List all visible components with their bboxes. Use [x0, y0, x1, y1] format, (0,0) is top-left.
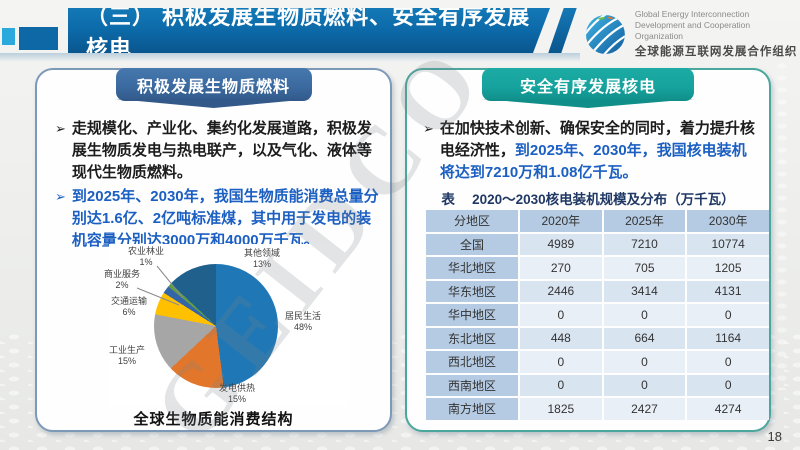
table-cell: 3414 — [603, 280, 686, 302]
table-cell: 0 — [603, 374, 686, 396]
table-cell: 0 — [687, 374, 769, 396]
table-row-header: 南方地区 — [426, 398, 518, 420]
bullet-arrow-icon: ➢ — [55, 189, 66, 204]
logo-text-en-2: Development and Cooperation Organization — [634, 20, 751, 41]
table-cell: 4989 — [520, 233, 602, 255]
table-cell: 2427 — [603, 398, 686, 420]
table-cell: 4131 — [687, 280, 769, 302]
pie-label: 发电供热 15% — [218, 383, 256, 404]
table-row: 华北地区 270 705 1205 — [426, 257, 769, 279]
nuclear-bullet-1: ➢ 在加快技术创新、确保安全的同时，着力提升核电经济性，到2025年、2030年… — [423, 118, 761, 184]
pie-label: 其他领域 13% — [243, 248, 281, 269]
banner-shadow — [0, 53, 580, 62]
organization-logo: Global Energy Interconnection Developmen… — [584, 9, 800, 59]
table-cell: 664 — [603, 327, 686, 349]
table-row-header: 华东地区 — [426, 280, 518, 302]
table-row: 华中地区 0 0 0 — [426, 304, 769, 326]
globe-logo-icon — [585, 14, 625, 54]
table-cell: 10774 — [687, 233, 769, 255]
banner-chevron — [115, 99, 312, 108]
pie-leader-lines — [136, 265, 184, 306]
table-cell: 0 — [687, 304, 769, 326]
biomass-bullet-2: ➢ 到2025年、2030年，我国生物质能消费总量分别达1.6亿、2亿吨标准煤，… — [55, 186, 381, 252]
table-column-header: 2020年 — [520, 210, 602, 232]
nuclear-panel-header: 安全有序发展核电 — [482, 68, 694, 108]
nuclear-capacity-table: 分地区 2020年 2025年 2030年 全国 4989 7210 10774 华北地区 27… — [424, 208, 771, 422]
nuclear-panel: 安全有序发展核电 ➢ 在加快技术创新、确保安全的同时，着力提升核电经济性，到20… — [405, 68, 771, 432]
logo-text-en-1: Global Energy Interconnection — [634, 9, 750, 19]
table-cell: 0 — [520, 374, 602, 396]
table-row: 西南地区 0 0 0 — [426, 374, 769, 396]
pie-label: 工业生产 15% — [108, 345, 146, 366]
table-cell: 0 — [687, 351, 769, 373]
table-row: 南方地区 1825 2427 4274 — [426, 398, 769, 420]
pie-label: 居民生活 48% — [284, 311, 322, 332]
logo-text-cn: 全球能源互联网发展合作组织 — [634, 46, 798, 58]
nuclear-bullet-black-part: 在加快技术创新、确保安全的同时，着力提升核电经济性， — [439, 120, 755, 159]
pie-chart-graphic — [154, 264, 278, 388]
table-row-header: 华北地区 — [426, 257, 518, 279]
table-cell: 7210 — [603, 233, 686, 255]
table-cell: 2446 — [520, 280, 602, 302]
pie-chart: 居民生活 48% 发电供热 15% 工业生产 15% 交通运输 6% 商业服务 2% 农业林业 1% 其… — [104, 244, 349, 406]
pie-label: 农业林业 1% — [127, 246, 165, 267]
table-header-row: 分地区 2020年 2025年 2030年 — [426, 210, 769, 232]
nuclear-bullet-blue-part: 到2025年、2030年，我国核电装机将达到7210万和1.08亿千瓦。 — [439, 142, 747, 181]
logo-text: Global Energy Interconnection Developmen… — [635, 9, 800, 59]
table-column-header: 分地区 — [426, 210, 518, 232]
table-cell: 705 — [603, 257, 686, 279]
table-cell: 4274 — [687, 398, 769, 420]
biomass-panel: 积极发展生物质燃料 ➢ 走规模化、产业化、集约化发展道路，积极发展生物质发电与热… — [35, 68, 392, 432]
background-pattern-side — [770, 60, 800, 390]
table-cell: 1205 — [687, 257, 769, 279]
table-row: 东北地区 448 664 1164 — [426, 327, 769, 349]
pie-chart-caption: 全球生物质能消费结构 — [133, 411, 294, 428]
table-column-header: 2030年 — [687, 210, 769, 232]
pie-label: 商业服务 2% — [103, 269, 141, 290]
table-row: 西北地区 0 0 0 — [426, 351, 769, 373]
banner-chevron — [482, 99, 694, 108]
accent-square-dark — [19, 27, 58, 50]
table-row-header: 东北地区 — [426, 327, 518, 349]
table-column-header: 2025年 — [603, 210, 686, 232]
accent-square-light — [2, 28, 15, 45]
biomass-bullet-2-text: 到2025年、2030年，我国生物质能消费总量分别达1.6亿、2亿吨标准煤，其中… — [71, 188, 379, 249]
table-cell: 0 — [603, 304, 686, 326]
pie-label: 交通运输 6% — [110, 296, 148, 317]
biomass-bullet-1: ➢ 走规模化、产业化、集约化发展道路，积极发展生物质发电与热电联产，以及气化、液… — [55, 118, 381, 184]
bullet-arrow-icon: ➢ — [55, 121, 66, 136]
table-row: 全国 4989 7210 10774 — [426, 233, 769, 255]
table-cell: 0 — [520, 304, 602, 326]
biomass-panel-header: 积极发展生物质燃料 — [115, 68, 312, 108]
table-row-header: 西北地区 — [426, 351, 518, 373]
biomass-bullet-1-text: 走规模化、产业化、集约化发展道路，积极发展生物质发电与热电联产，以及气化、液体等… — [71, 120, 372, 181]
title-banner: （三） 积极发展生物质燃料、安全有序发展核电 — [68, 8, 550, 53]
banner-slash-decoration — [548, 8, 577, 53]
table-cell: 0 — [520, 351, 602, 373]
nuclear-table-caption: 表 2020～2030核电装机规模及分布（万千瓦） — [441, 192, 735, 207]
nuclear-panel-title: 安全有序发展核电 — [519, 78, 656, 96]
table-row-header: 华中地区 — [426, 304, 518, 326]
biomass-panel-title: 积极发展生物质燃料 — [136, 78, 290, 96]
table-cell: 0 — [603, 351, 686, 373]
table-cell: 270 — [520, 257, 602, 279]
table-row: 华东地区 2446 3414 4131 — [426, 280, 769, 302]
table-row-header: 西南地区 — [426, 374, 518, 396]
page-number: 18 — [767, 429, 782, 444]
nuclear-bullet-1-text: 在加快技术创新、确保安全的同时，着力提升核电经济性，到2025年、2030年，我… — [440, 118, 761, 184]
table-cell: 1164 — [687, 327, 769, 349]
bullet-arrow-icon: ➢ — [423, 121, 434, 136]
table-cell: 448 — [520, 327, 602, 349]
table-cell: 1825 — [520, 398, 602, 420]
table-row-header: 全国 — [426, 233, 518, 255]
